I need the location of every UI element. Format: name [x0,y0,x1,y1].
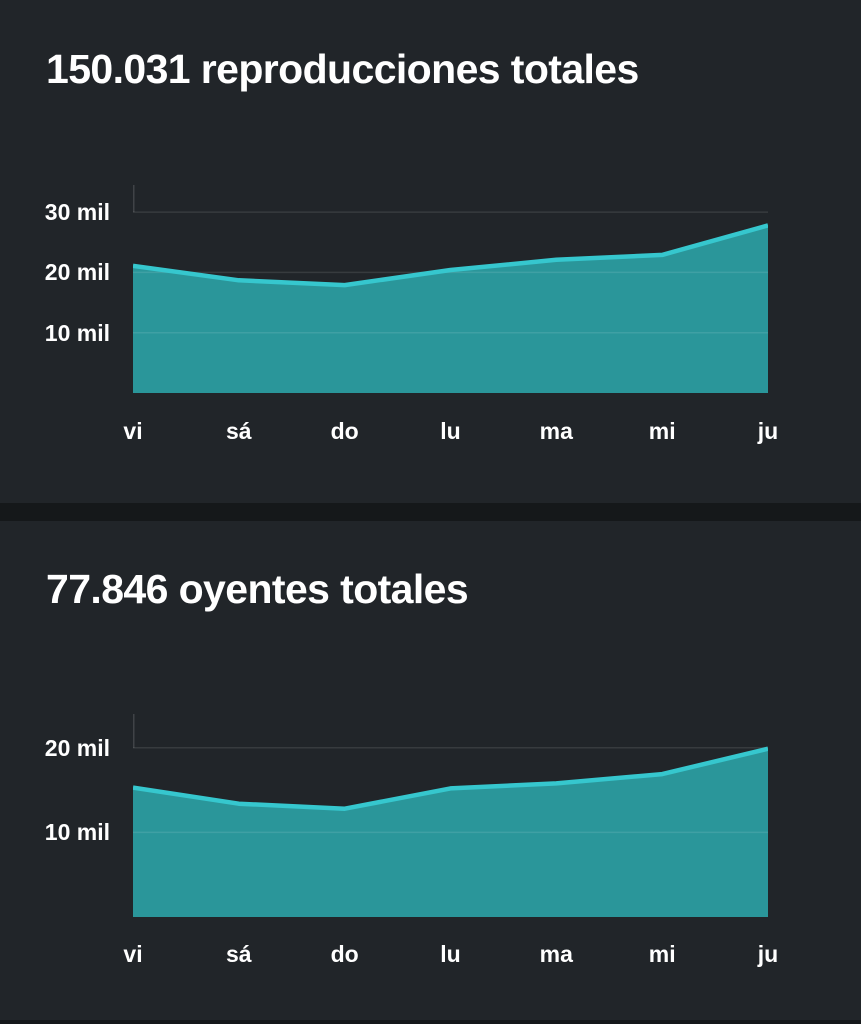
y-axis-tick-label: 10 mil [44,819,110,845]
trend-line [133,223,768,288]
x-axis-day-label: lu [440,418,461,444]
x-axis-day-label: ma [539,941,573,967]
y-axis-tick-label: 20 mil [44,735,110,761]
x-axis-day-label: mi [648,418,676,444]
x-axis-day-label: sá [226,418,252,444]
x-axis-day-label: vi [123,418,143,444]
x-axis-day-label: sá [226,941,252,967]
x-axis-day-label: do [330,941,359,967]
x-axis-day-label: do [330,418,359,444]
trend-line [133,746,768,811]
area-fill [133,748,768,917]
plays-area-plot[interactable] [133,185,768,393]
y-axis-tick-label: 30 mil [44,199,110,225]
x-axis-day-label: ju [757,418,779,444]
x-axis-day-label: vi [123,941,143,967]
plays-chart-title: 150.031 reproducciones totales [46,46,639,92]
bottom-divider [0,1020,861,1024]
y-axis-tick-label: 10 mil [44,320,110,346]
x-axis-day-label: lu [440,941,461,967]
listeners-chart-title: 77.846 oyentes totales [46,566,469,612]
area-fill [133,225,768,393]
listeners-area-plot[interactable] [133,714,768,917]
x-axis-day-label: mi [648,941,676,967]
x-axis-day-label: ju [757,941,779,967]
x-axis-day-label: ma [539,418,573,444]
section-divider [0,503,861,521]
y-axis-tick-label: 20 mil [44,259,110,285]
